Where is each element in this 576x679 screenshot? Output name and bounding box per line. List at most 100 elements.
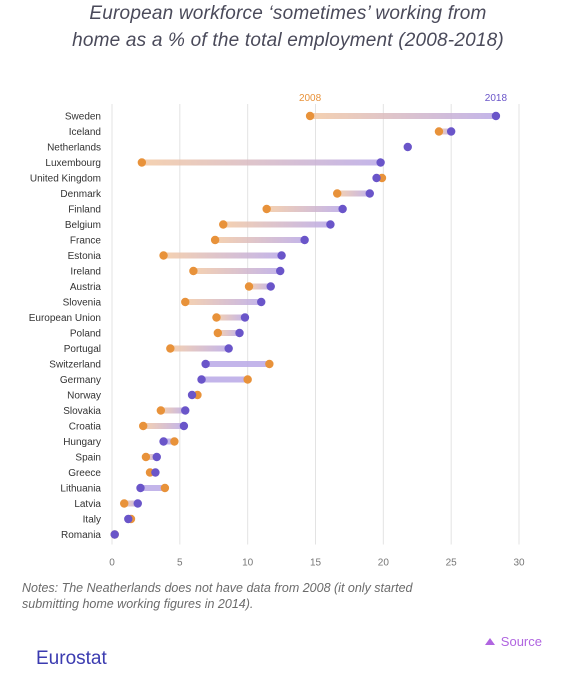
country-label-slovenia: Slovenia <box>63 298 102 309</box>
dot-2008-croatia <box>139 421 148 431</box>
dot-2008-germany <box>243 375 252 384</box>
dot-2008-luxembourg <box>137 158 147 167</box>
connector-bar-austria <box>249 283 271 290</box>
dot-2018-switzerland <box>201 359 210 369</box>
dot-2018-norway <box>187 390 197 400</box>
dot-2018-slovakia <box>181 406 190 415</box>
country-label-belgium: Belgium <box>65 220 101 231</box>
dot-2018-portugal <box>224 344 233 353</box>
dot-2018-sweden <box>491 111 501 121</box>
dot-2008-lithuania <box>160 483 170 493</box>
country-label-spain: Spain <box>75 453 101 464</box>
connector-bar-ireland <box>193 268 281 274</box>
dot-2018-poland <box>235 328 244 338</box>
dot-2008-iceland <box>434 127 444 136</box>
x-tick-label-0: 0 <box>109 558 115 569</box>
dot-2008-poland <box>213 328 223 338</box>
chart-title: European workforce ‘sometimes’ working f… <box>0 0 576 54</box>
country-label-slovakia: Slovakia <box>63 406 101 417</box>
country-label-estonia: Estonia <box>68 251 102 262</box>
country-label-luxembourg: Luxembourg <box>45 158 101 169</box>
dot-2008-estonia <box>159 251 168 260</box>
brand-name: Eurostat <box>36 648 107 669</box>
country-label-finland: Finland <box>68 205 101 216</box>
notes-line-1: Notes: The Neatherlands does not have da… <box>22 581 413 595</box>
dot-2018-hungary <box>159 437 168 446</box>
connector-bar-slovakia <box>160 407 186 414</box>
country-label-portugal: Portugal <box>64 344 101 355</box>
country-label-poland: Poland <box>70 329 101 340</box>
dot-2008-finland <box>262 204 271 214</box>
country-label-greece: Greece <box>68 468 101 479</box>
connector-bar-finland <box>266 206 343 212</box>
dot-2008-slovenia <box>181 297 190 307</box>
country-label-croatia: Croatia <box>69 422 102 433</box>
dot-2008-spain <box>141 452 151 462</box>
country-label-italy: Italy <box>83 515 101 526</box>
country-label-lithuania: Lithuania <box>60 484 101 495</box>
connector-bar-switzerland <box>205 361 270 367</box>
country-label-switzerland: Switzerland <box>49 360 101 371</box>
dot-2018-european-union <box>240 313 250 322</box>
x-tick-label-25: 25 <box>446 558 458 569</box>
dot-2018-italy <box>124 514 133 524</box>
dot-2008-ireland <box>189 266 198 276</box>
country-label-european-union: European Union <box>29 313 101 324</box>
dot-2008-hungary <box>170 437 179 446</box>
country-label-ireland: Ireland <box>70 267 101 278</box>
connector-bar-slovenia <box>185 299 262 305</box>
dot-2008-european-union <box>212 313 221 322</box>
connector-bar-france <box>215 237 305 243</box>
dot-2008-belgium <box>219 220 228 229</box>
dot-2018-denmark <box>365 189 374 198</box>
country-label-denmark: Denmark <box>60 189 102 200</box>
dot-2008-denmark <box>333 189 342 198</box>
connector-bar-germany <box>201 376 248 383</box>
connector-bar-portugal <box>170 345 229 352</box>
dot-2018-iceland <box>446 127 456 136</box>
x-tick-label-20: 20 <box>378 558 390 569</box>
dot-2018-latvia <box>133 499 142 508</box>
dot-2008-switzerland <box>265 359 274 369</box>
dot-2008-austria <box>244 282 254 291</box>
connector-bar-denmark <box>337 190 370 197</box>
dot-2008-france <box>210 235 220 245</box>
dot-2018-austria <box>266 282 275 291</box>
dot-2018-romania <box>110 530 119 539</box>
source-link[interactable]: Source <box>484 634 542 649</box>
country-label-austria: Austria <box>70 282 102 293</box>
x-tick-label-15: 15 <box>310 558 322 569</box>
connector-bar-latvia <box>124 500 138 507</box>
dot-2018-united-kingdom <box>372 173 381 183</box>
country-label-latvia: Latvia <box>74 499 101 510</box>
series-label-2008: 2008 <box>299 93 322 104</box>
country-label-hungary: Hungary <box>63 437 101 448</box>
country-label-sweden: Sweden <box>65 112 101 123</box>
country-label-norway: Norway <box>67 391 101 402</box>
connector-bar-poland <box>217 330 240 336</box>
dot-2018-netherlands <box>403 142 412 152</box>
notes-line-2: submitting home working figures in 2014)… <box>22 597 254 611</box>
country-label-france: France <box>70 236 102 247</box>
dot-2008-sweden <box>305 111 315 121</box>
triangle-up-icon <box>484 638 495 645</box>
connector-bar-sweden <box>310 113 496 119</box>
x-tick-label-5: 5 <box>177 558 183 569</box>
dot-2018-greece <box>151 468 160 477</box>
dot-2018-ireland <box>276 266 285 276</box>
connector-bar-luxembourg <box>141 159 381 166</box>
dot-2018-slovenia <box>257 297 266 307</box>
connector-bar-belgium <box>223 221 331 228</box>
country-label-iceland: Iceland <box>69 127 101 138</box>
x-tick-label-30: 30 <box>513 558 525 569</box>
chart-title-line-2: home as a % of the total employment (200… <box>72 30 504 51</box>
connector-bar-estonia <box>163 252 282 259</box>
chart-title-line-1: European workforce ‘sometimes’ working f… <box>89 3 487 24</box>
connector-bar-hungary <box>163 438 175 445</box>
source-label: Source <box>500 634 542 649</box>
dot-2008-portugal <box>166 344 175 353</box>
dot-2018-lithuania <box>136 483 145 493</box>
dot-2008-slovakia <box>156 406 166 415</box>
dot-2018-belgium <box>326 220 335 229</box>
dot-2018-germany <box>197 375 206 384</box>
